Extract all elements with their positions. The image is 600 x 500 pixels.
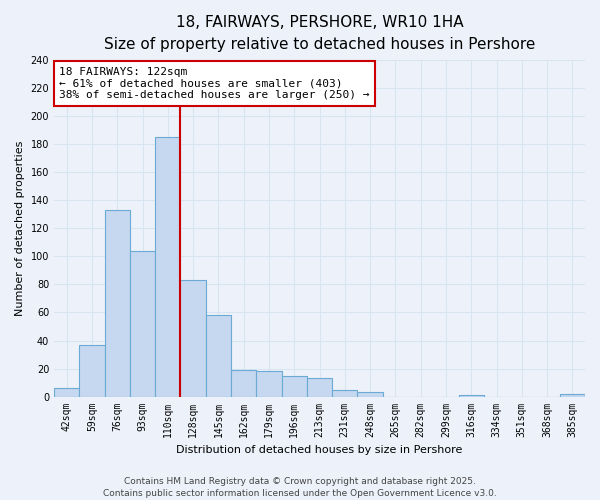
Bar: [155, 138, 181, 396]
Bar: [458, 395, 484, 396]
Text: Contains HM Land Registry data © Crown copyright and database right 2025.
Contai: Contains HM Land Registry data © Crown c…: [103, 476, 497, 498]
Bar: [130, 251, 155, 396]
Bar: [104, 210, 130, 396]
Bar: [79, 344, 104, 397]
Bar: [256, 372, 281, 396]
Title: 18, FAIRWAYS, PERSHORE, WR10 1HA
Size of property relative to detached houses in: 18, FAIRWAYS, PERSHORE, WR10 1HA Size of…: [104, 15, 535, 52]
Bar: [181, 280, 206, 396]
Bar: [54, 388, 79, 396]
Bar: [281, 376, 307, 396]
Bar: [206, 316, 231, 396]
Bar: [358, 392, 383, 396]
Bar: [560, 394, 585, 396]
Text: 18 FAIRWAYS: 122sqm
← 61% of detached houses are smaller (403)
38% of semi-detac: 18 FAIRWAYS: 122sqm ← 61% of detached ho…: [59, 67, 370, 100]
Bar: [307, 378, 332, 396]
X-axis label: Distribution of detached houses by size in Pershore: Distribution of detached houses by size …: [176, 445, 463, 455]
Bar: [231, 370, 256, 396]
Bar: [332, 390, 358, 396]
Y-axis label: Number of detached properties: Number of detached properties: [15, 140, 25, 316]
